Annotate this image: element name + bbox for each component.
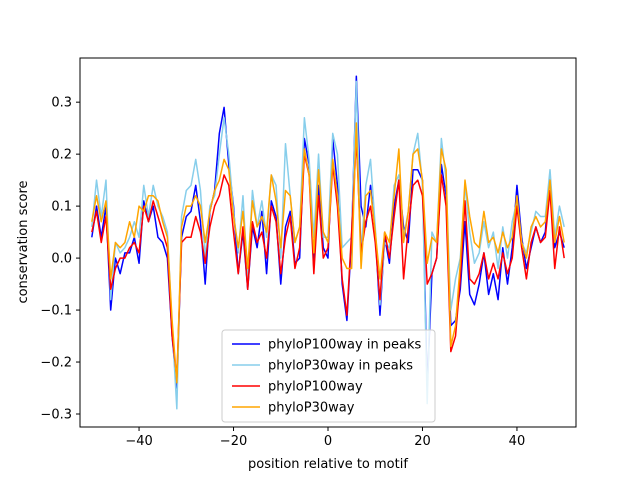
x-tick-label: 20: [414, 434, 431, 449]
y-tick-label: 0.2: [51, 148, 72, 163]
y-axis-label: conservation score: [16, 180, 31, 303]
y-tick-label: −0.1: [40, 304, 72, 319]
legend: phyloP100way in peaks phyloP30way in peak…: [221, 329, 436, 423]
x-tick-label: 40: [509, 434, 526, 449]
x-axis-label: position relative to motif: [248, 457, 408, 472]
legend-entry: phyloP30way: [268, 401, 355, 416]
series-lines: [91, 75, 565, 410]
series-line-3: [91, 122, 565, 384]
legend-box: [221, 329, 436, 423]
y-tick-label: −0.2: [40, 356, 72, 371]
y-axis-ticks: −0.3 −0.2 −0.1 0.0 0.1 0.2 0.3: [40, 96, 80, 423]
y-tick-label: −0.3: [40, 408, 72, 423]
x-tick-label: −40: [125, 434, 152, 449]
legend-entry: phyloP100way in peaks: [268, 338, 422, 353]
y-tick-label: 0.1: [51, 200, 72, 215]
legend-entry: phyloP30way in peaks: [268, 359, 413, 374]
x-tick-label: −20: [220, 434, 247, 449]
series-line-2: [91, 137, 565, 379]
x-axis-ticks: −40 −20 0 20 40: [125, 427, 525, 449]
y-tick-label: 0.0: [51, 252, 72, 267]
y-tick-label: 0.3: [51, 96, 72, 111]
x-tick-label: 0: [324, 434, 332, 449]
legend-entry: phyloP100way: [268, 380, 363, 395]
